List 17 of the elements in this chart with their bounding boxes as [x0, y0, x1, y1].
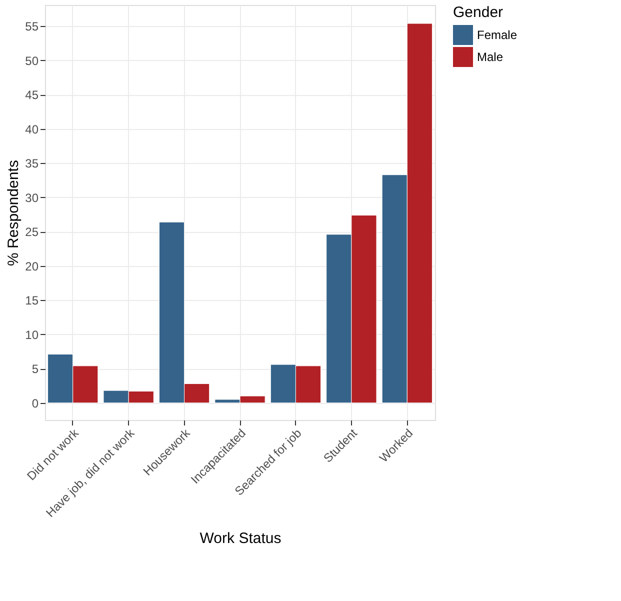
- y-tick-label: 55: [25, 20, 39, 34]
- legend-title: Gender: [453, 4, 504, 21]
- y-tick-label: 35: [25, 156, 39, 171]
- y-tick-label: 30: [25, 190, 39, 205]
- y-tick-label: 40: [25, 122, 39, 136]
- y-tick-label: 10: [25, 328, 39, 342]
- x-axis-title: Work Status: [200, 530, 282, 548]
- y-tick-label: 5: [32, 362, 39, 376]
- y-tick-label: 25: [25, 225, 39, 240]
- y-tick-label: 15: [25, 294, 39, 308]
- legend-label: Male: [477, 50, 504, 64]
- y-tick-label: 45: [25, 88, 39, 102]
- y-tick-label: 50: [25, 54, 39, 68]
- y-axis-title: % Respondents: [5, 160, 22, 266]
- legend-label: Female: [477, 28, 518, 42]
- y-tick-label: 20: [25, 259, 39, 274]
- y-tick-label: 0: [32, 396, 39, 410]
